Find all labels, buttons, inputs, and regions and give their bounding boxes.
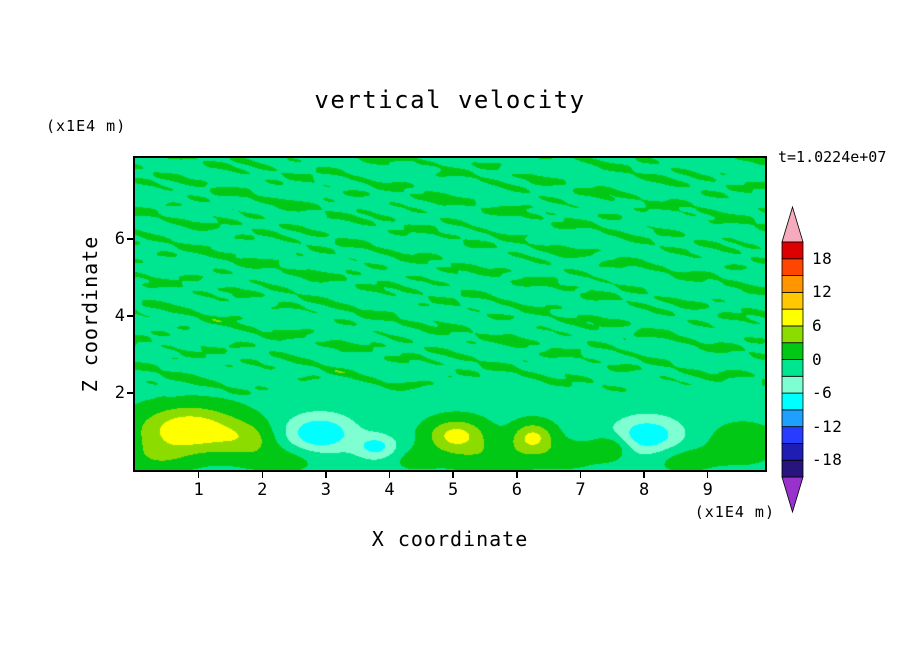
- plot-frame: [133, 156, 767, 472]
- y-tick-mark: [127, 392, 133, 394]
- colorbar-band: [781, 409, 804, 428]
- colorbar-band: [781, 258, 804, 276]
- x-axis-label: X coordinate: [371, 527, 529, 551]
- x-tick-mark: [325, 472, 327, 478]
- colorbar-band: [781, 275, 804, 293]
- y-axis-units: (x1E4 m): [46, 117, 127, 135]
- x-tick-label: 4: [384, 480, 395, 500]
- colorbar-tick-label: -12: [812, 416, 843, 436]
- colorbar-band: [781, 426, 804, 444]
- colorbar-band: [781, 308, 804, 327]
- y-tick-label: 2: [114, 382, 125, 403]
- colorbar-band: [781, 325, 804, 344]
- colorbar-band: [781, 443, 804, 461]
- colorbar-band: [781, 392, 804, 411]
- x-tick-mark: [643, 472, 645, 478]
- colorbar: [781, 205, 804, 514]
- plot-title: vertical velocity: [314, 86, 586, 114]
- colorbar-tick-label: 18: [812, 248, 833, 268]
- colorbar-band: [781, 375, 804, 394]
- x-tick-mark: [516, 472, 518, 478]
- colorbar-band: [781, 291, 804, 310]
- x-tick-label: 7: [575, 480, 586, 500]
- x-tick-label: 9: [702, 480, 713, 500]
- colorbar-tick-label: -18: [812, 450, 843, 470]
- colorbar-band: [781, 342, 804, 360]
- x-tick-label: 2: [257, 480, 268, 500]
- colorbar-band: [781, 459, 804, 478]
- colorbar-under-arrow: [781, 476, 804, 514]
- x-tick-mark: [452, 472, 454, 478]
- x-tick-label: 5: [448, 480, 459, 500]
- x-tick-label: 8: [638, 480, 650, 500]
- y-tick-mark: [127, 315, 133, 317]
- time-label: t=1.0224e+07: [778, 148, 887, 166]
- x-tick-label: 6: [511, 480, 522, 500]
- x-tick-mark: [579, 472, 582, 478]
- x-tick-label: 1: [193, 480, 204, 500]
- y-tick-label: 4: [114, 305, 125, 326]
- y-axis-label: Z coordinate: [78, 235, 102, 393]
- contour-field-canvas: [135, 158, 765, 470]
- x-tick-label: 3: [320, 480, 332, 500]
- colorbar-band: [781, 359, 804, 377]
- x-tick-mark: [261, 472, 264, 478]
- x-axis-units: (x1E4 m): [694, 503, 775, 521]
- colorbar-tick-label: 0: [812, 349, 823, 369]
- colorbar-band: [781, 241, 804, 260]
- colorbar-over-arrow: [781, 205, 804, 243]
- colorbar-tick-label: 6: [812, 315, 823, 335]
- colorbar-tick-label: -6: [812, 383, 833, 403]
- y-tick-label: 6: [114, 228, 125, 249]
- y-tick-mark: [127, 238, 133, 240]
- x-tick-mark: [197, 472, 200, 478]
- x-tick-mark: [706, 472, 709, 478]
- colorbar-tick-label: 12: [812, 282, 833, 302]
- x-tick-mark: [388, 472, 391, 478]
